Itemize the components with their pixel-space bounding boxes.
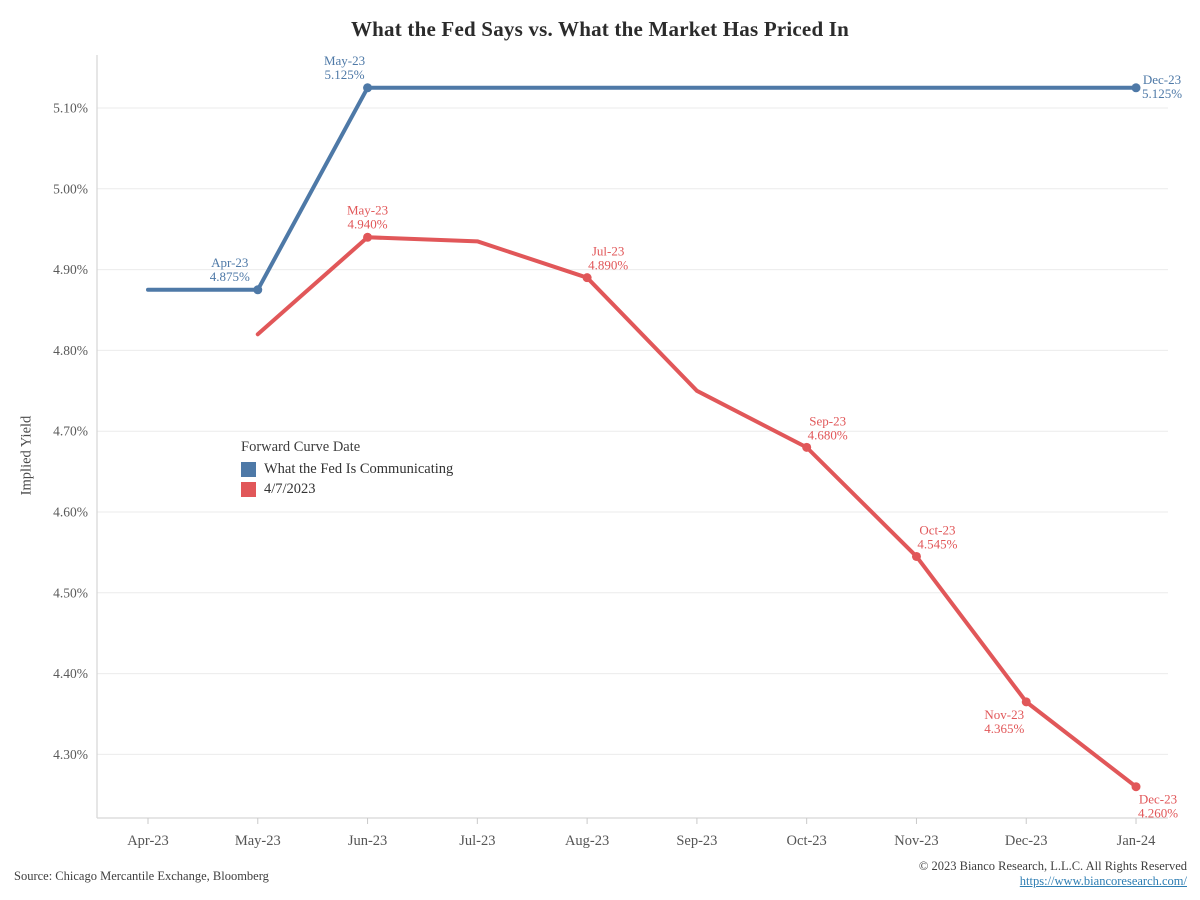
data-point-market xyxy=(1021,697,1031,707)
y-tick-label: 5.10% xyxy=(53,101,88,116)
y-tick-label: 5.00% xyxy=(53,181,88,196)
legend-title: Forward Curve Date xyxy=(241,439,361,455)
x-tick-label: Oct-23 xyxy=(787,833,827,849)
y-tick-label: 4.40% xyxy=(53,666,88,681)
data-label-market: Oct-23 xyxy=(919,522,955,537)
data-label-market: 4.940% xyxy=(348,216,388,231)
data-label-market: 4.545% xyxy=(917,536,957,551)
website-link[interactable]: https://www.biancoresearch.com/ xyxy=(1019,874,1187,888)
y-axis-title: Implied Yield xyxy=(18,415,35,496)
x-tick-label: Aug-23 xyxy=(565,833,609,849)
data-label-market: Sep-23 xyxy=(809,413,846,428)
data-label-fed: 5.125% xyxy=(1142,86,1182,101)
x-tick-label: Jul-23 xyxy=(459,833,495,849)
x-tick-label: Jan-24 xyxy=(1117,833,1156,849)
x-tick-label: Apr-23 xyxy=(127,833,169,849)
data-label-fed: 4.875% xyxy=(210,269,250,284)
y-tick-label: 4.80% xyxy=(53,343,88,358)
source-note: Source: Chicago Mercantile Exchange, Blo… xyxy=(14,869,269,883)
legend-item-fed: What the Fed Is Communicating xyxy=(241,461,453,478)
copyright-text: © 2023 Bianco Research, L.L.C. All Right… xyxy=(918,859,1187,873)
data-label-fed: May-23 xyxy=(324,53,365,68)
data-label-market: Nov-23 xyxy=(984,707,1024,722)
data-point-market xyxy=(911,551,921,561)
data-label-market: May-23 xyxy=(347,202,388,217)
copyright-block: © 2023 Bianco Research, L.L.C. All Right… xyxy=(919,859,1187,889)
data-label-fed: Dec-23 xyxy=(1143,72,1181,87)
legend-swatch-fed-icon xyxy=(241,462,256,477)
y-tick-label: 4.70% xyxy=(53,424,88,439)
data-label-market: 4.365% xyxy=(984,721,1024,736)
x-tick-label: Jun-23 xyxy=(348,833,387,849)
data-point-market xyxy=(802,442,812,452)
data-point-fed xyxy=(1131,83,1141,93)
x-tick-label: Dec-23 xyxy=(1005,833,1048,849)
data-point-fed xyxy=(363,83,373,93)
data-label-market: Dec-23 xyxy=(1139,792,1177,807)
series-line-market xyxy=(255,235,1139,789)
series-line-fed xyxy=(146,85,1139,292)
y-tick-label: 4.50% xyxy=(53,585,88,600)
page-title: What the Fed Says vs. What the Market Ha… xyxy=(350,17,850,41)
data-label-fed: Apr-23 xyxy=(211,255,248,270)
legend-swatch-market-icon xyxy=(241,482,256,497)
x-tick-label: Sep-23 xyxy=(676,833,717,849)
data-label-market: Jul-23 xyxy=(592,244,625,259)
legend: Forward Curve Date What the Fed Is Commu… xyxy=(241,439,453,498)
data-point-market xyxy=(1131,782,1141,792)
x-tick-label: May-23 xyxy=(235,833,281,849)
data-label-fed: 5.125% xyxy=(325,67,365,82)
data-label-market: 4.680% xyxy=(808,427,848,442)
y-tick-label: 4.90% xyxy=(53,262,88,277)
legend-item-market: 4/7/2023 xyxy=(241,481,453,498)
legend-label-market: 4/7/2023 xyxy=(264,481,316,497)
data-label-market: 4.890% xyxy=(588,258,628,273)
data-point-fed xyxy=(253,285,263,295)
x-tick-label: Nov-23 xyxy=(894,833,938,849)
legend-label-fed: What the Fed Is Communicating xyxy=(264,461,454,477)
y-tick-label: 4.30% xyxy=(53,747,88,762)
data-point-market xyxy=(582,273,592,283)
implied-yield-chart: 4.30% 4.40% 4.50% 4.60% 4.70% 4.80% 4.90% 5.00%… xyxy=(53,53,1182,849)
y-tick-label: 4.60% xyxy=(53,505,88,520)
data-label-market: 4.260% xyxy=(1138,806,1178,821)
data-point-market xyxy=(363,232,373,242)
